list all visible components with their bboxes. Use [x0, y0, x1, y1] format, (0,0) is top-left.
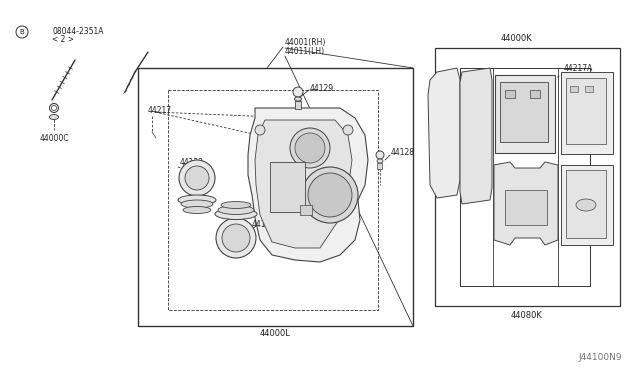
Bar [500, 82, 548, 142]
Polygon shape [255, 120, 352, 248]
Ellipse shape [377, 159, 383, 163]
Ellipse shape [294, 97, 301, 101]
Circle shape [185, 166, 209, 190]
Text: 44001(RH): 44001(RH) [285, 38, 326, 46]
Text: 44000K: 44000K [501, 33, 533, 42]
Bar [495, 75, 555, 153]
Bar [530, 90, 540, 98]
Ellipse shape [49, 115, 58, 119]
Ellipse shape [178, 195, 216, 205]
Bar [585, 86, 593, 92]
Bar [168, 90, 378, 310]
Text: B: B [20, 29, 24, 35]
Ellipse shape [221, 202, 251, 208]
Text: 44000L: 44000L [260, 330, 291, 339]
Circle shape [222, 224, 250, 252]
Bar [566, 78, 606, 144]
Circle shape [255, 125, 265, 135]
Text: 44128: 44128 [391, 148, 415, 157]
Text: 08044-2351A: 08044-2351A [52, 26, 104, 35]
Polygon shape [494, 162, 558, 245]
Circle shape [51, 106, 56, 110]
Circle shape [302, 167, 358, 223]
Text: 44000C: 44000C [39, 134, 69, 142]
Ellipse shape [576, 199, 596, 211]
Circle shape [179, 160, 215, 196]
Bar [566, 170, 606, 238]
Text: 44217: 44217 [148, 106, 172, 115]
Bar [300, 205, 312, 215]
Polygon shape [248, 108, 368, 262]
Text: 44129: 44129 [310, 83, 334, 93]
Ellipse shape [181, 200, 213, 208]
Bar [138, 68, 413, 326]
Bar [505, 90, 515, 98]
Text: 44080K: 44080K [511, 311, 543, 321]
Text: 44122: 44122 [180, 157, 204, 167]
Circle shape [290, 128, 330, 168]
Bar [435, 48, 620, 306]
Circle shape [216, 218, 256, 258]
Bar [505, 190, 547, 225]
Ellipse shape [183, 206, 211, 214]
Text: 44011(LH): 44011(LH) [285, 46, 325, 55]
Text: J44100N9: J44100N9 [579, 353, 622, 362]
Bar [561, 72, 613, 154]
Polygon shape [460, 68, 492, 204]
Text: 44217A: 44217A [564, 64, 593, 73]
Circle shape [293, 87, 303, 97]
Polygon shape [428, 68, 460, 198]
Ellipse shape [218, 205, 254, 215]
Circle shape [376, 151, 384, 159]
Text: < 2 >: < 2 > [52, 35, 74, 44]
Circle shape [308, 173, 352, 217]
Ellipse shape [215, 208, 257, 219]
Circle shape [49, 103, 58, 112]
Circle shape [343, 125, 353, 135]
Circle shape [295, 133, 325, 163]
Text: 44122: 44122 [252, 219, 276, 228]
Bar [561, 165, 613, 245]
Bar [460, 68, 590, 286]
Bar [270, 162, 305, 212]
Bar [570, 86, 578, 92]
Bar [378, 163, 383, 169]
Bar [295, 101, 301, 109]
Circle shape [16, 26, 28, 38]
